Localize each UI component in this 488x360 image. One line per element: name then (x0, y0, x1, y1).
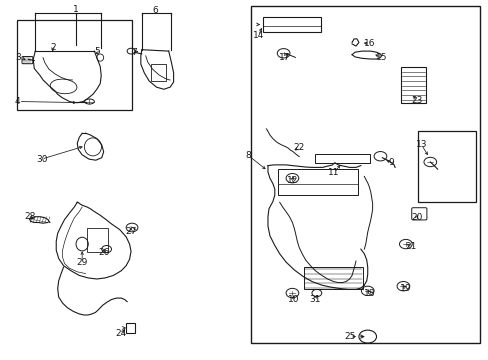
Text: 5: 5 (94, 46, 100, 55)
Text: 3: 3 (16, 53, 21, 62)
Bar (400, 67, 426, 103)
Text: 7: 7 (131, 48, 137, 57)
Text: 14: 14 (252, 31, 264, 40)
Bar (250, 6, 479, 343)
Text: 21: 21 (404, 242, 416, 251)
Text: 12: 12 (286, 176, 298, 185)
Text: 2: 2 (50, 43, 56, 52)
Text: 29: 29 (76, 258, 88, 267)
Text: 24: 24 (115, 328, 127, 338)
Text: 13: 13 (415, 140, 427, 149)
Text: 28: 28 (24, 212, 36, 221)
Bar (304, 267, 362, 289)
Bar (277, 169, 358, 195)
Bar (417, 131, 475, 202)
Text: 10: 10 (287, 295, 299, 304)
Bar (150, 64, 166, 81)
Text: 6: 6 (152, 6, 158, 15)
Bar (315, 154, 369, 163)
Text: 30: 30 (36, 154, 47, 163)
Text: 15: 15 (375, 53, 386, 62)
Bar (17, 20, 132, 110)
Text: 11: 11 (327, 168, 339, 177)
Text: 17: 17 (278, 53, 290, 62)
Text: 31: 31 (309, 295, 321, 304)
Bar (87, 228, 107, 252)
Text: 25: 25 (344, 332, 355, 341)
Text: 16: 16 (363, 40, 375, 49)
Text: 9: 9 (387, 158, 393, 167)
Text: 27: 27 (125, 227, 137, 236)
Text: 23: 23 (410, 96, 422, 105)
Text: 8: 8 (245, 151, 251, 160)
Text: 18: 18 (363, 289, 375, 298)
Text: 22: 22 (293, 143, 305, 152)
Bar (263, 17, 320, 32)
Bar (126, 323, 135, 333)
Text: 1: 1 (73, 4, 79, 13)
Text: 26: 26 (98, 248, 109, 257)
Text: 19: 19 (399, 284, 411, 293)
Text: 20: 20 (410, 213, 422, 222)
Text: 4: 4 (14, 97, 20, 106)
